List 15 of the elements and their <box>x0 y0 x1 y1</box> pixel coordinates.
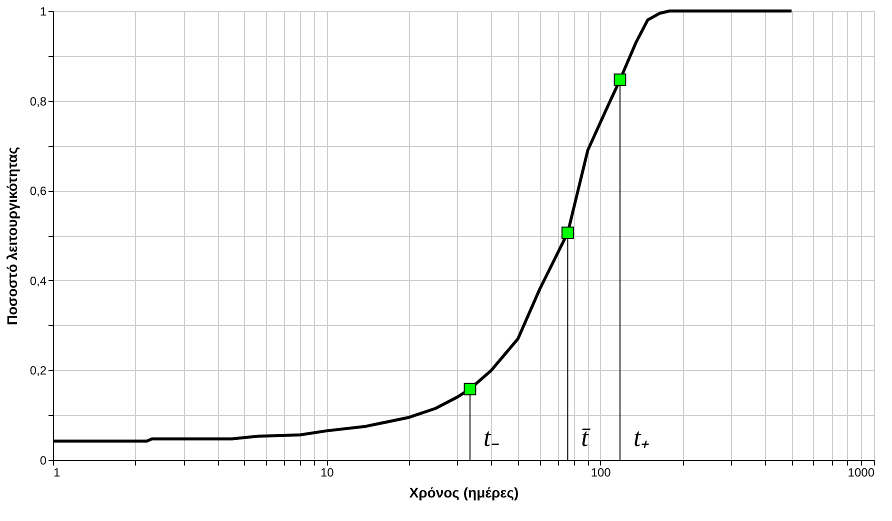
y-tick-label: 0,8 <box>30 94 47 108</box>
annotation: t₋ <box>483 423 500 452</box>
y-tick-label: 0,6 <box>30 184 47 198</box>
annotation: t₊ <box>633 423 650 452</box>
x-tick-label: 1 <box>54 466 60 480</box>
y-tick-label: 0 <box>40 454 47 468</box>
y-tick-label: 1 <box>40 4 47 18</box>
annotation: t̄ <box>581 423 592 452</box>
x-tick-label: 10 <box>320 466 334 480</box>
y-tick-label: 0,2 <box>30 364 47 378</box>
x-axis-title: Χρόνος (ημέρες) <box>409 484 519 500</box>
x-tick-label: 1000 <box>848 466 875 480</box>
y-tick-label: 0,4 <box>30 274 47 288</box>
y-axis-title: Ποσοστό λειτουργικότητας <box>4 146 20 326</box>
x-tick-label: 100 <box>590 466 612 480</box>
